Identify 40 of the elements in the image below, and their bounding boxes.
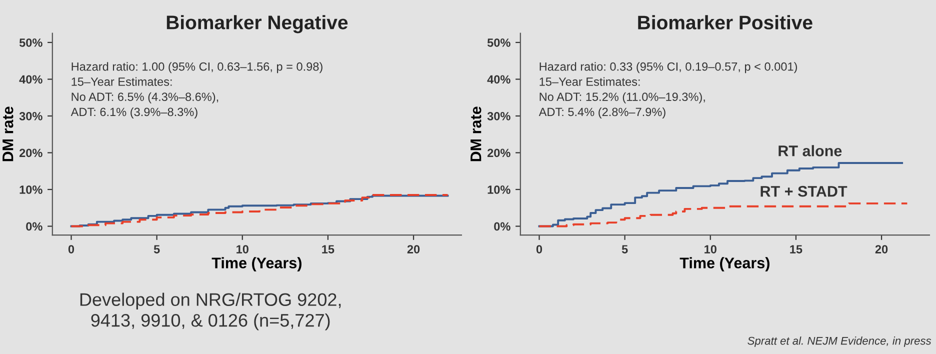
- x-tick-label: 15: [322, 245, 334, 254]
- y-axis-title: DM rate: [470, 106, 482, 162]
- series-label: RT alone: [778, 145, 842, 156]
- x-tick-label: 20: [875, 245, 888, 254]
- y-tick-label: 40%: [487, 75, 510, 84]
- annotation: Hazard ratio: 0.33 (95% CI, 0.19–0.57, p < 0.001): [540, 62, 797, 74]
- annotation: ADT: 6.1% (3.9%–8.3%): [70, 107, 198, 118]
- x-tick-label: 0: [536, 245, 542, 254]
- chart-title: Biomarker Positive: [638, 15, 812, 30]
- y-tick-label: 30%: [19, 112, 42, 120]
- y-tick-label: 10%: [488, 186, 510, 194]
- x-axis-title: Time (Years): [680, 257, 770, 272]
- x-tick-label: 5: [622, 245, 628, 254]
- y-tick-label: 30%: [487, 112, 510, 120]
- y-axis-title: DM rate: [2, 106, 14, 162]
- y-tick-label: 0%: [494, 222, 510, 231]
- y-tick-label: 0%: [26, 222, 42, 231]
- text: Spratt et al. NEJM Evidence, in press: [748, 336, 932, 347]
- annotation: 15–Year Estimates:: [540, 77, 640, 86]
- x-tick-label: 0: [68, 245, 74, 254]
- chart-title: Biomarker Negative: [166, 15, 348, 34]
- annotation: No ADT: 6.5% (4.3%–8.6%),: [72, 92, 218, 104]
- annotation: Hazard ratio: 1.00 (95% CI, 0.63–1.56, p = 0.98): [72, 62, 322, 74]
- y-tick-label: 40%: [19, 75, 42, 84]
- y-tick-label: 20%: [487, 148, 510, 158]
- x-axis-title: Time (Years): [212, 257, 302, 272]
- annotation: 15–Year Estimates:: [72, 77, 172, 86]
- x-tick-label: 10: [704, 245, 716, 254]
- series-label: RT + STADT: [760, 186, 848, 197]
- x-tick-label: 15: [790, 245, 802, 254]
- text: Developed on NRG/RTOG 9202, 9413, 9910, & 0126 (n=5,727): [80, 292, 341, 330]
- y-tick-label: 50%: [487, 38, 510, 47]
- y-tick-label: 10%: [20, 186, 42, 194]
- x-tick-label: 20: [407, 245, 420, 254]
- x-tick-label: 5: [154, 245, 160, 254]
- y-tick-label: 20%: [19, 148, 42, 158]
- annotation: ADT: 5.4% (2.8%–7.9%): [538, 107, 666, 118]
- x-tick-label: 10: [236, 245, 248, 254]
- annotation: No ADT: 15.2% (11.0%–19.3%),: [540, 92, 705, 104]
- y-tick-label: 50%: [19, 38, 42, 47]
